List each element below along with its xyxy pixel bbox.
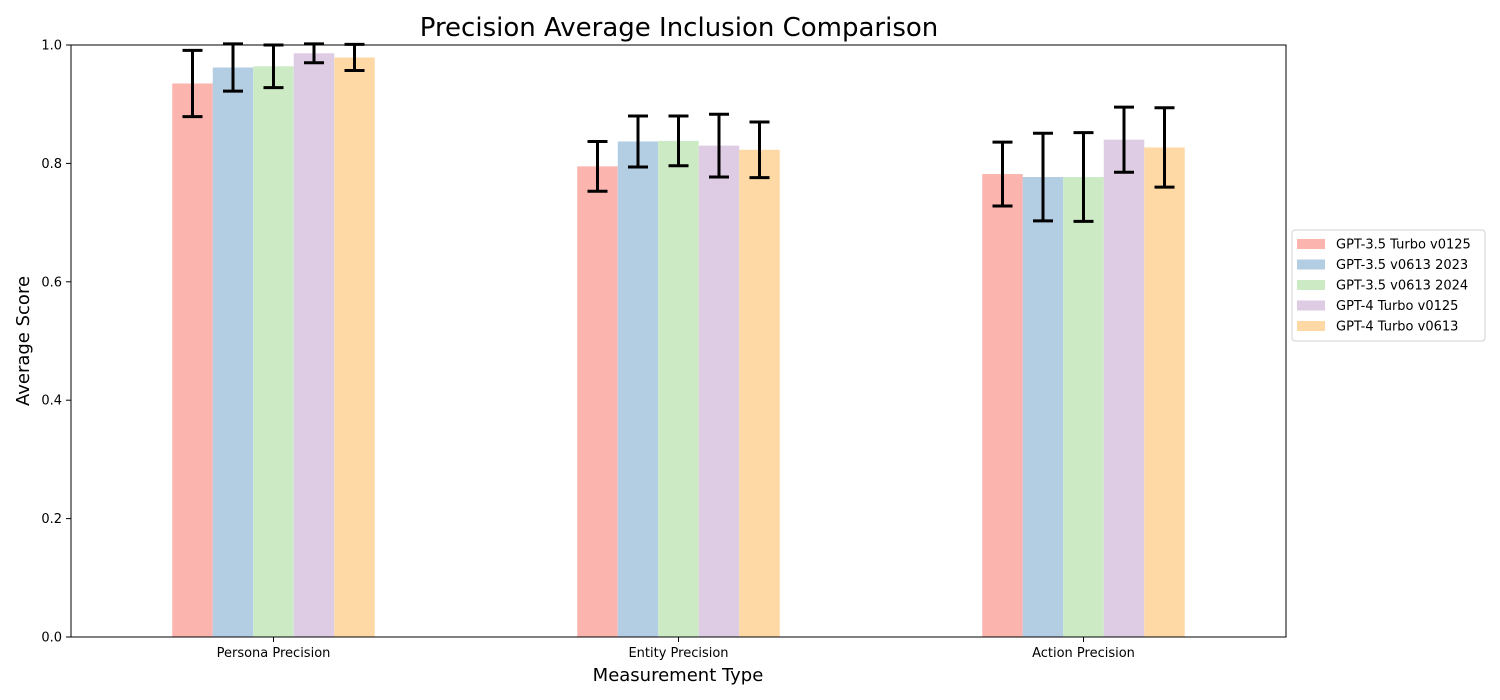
legend-swatch (1297, 259, 1325, 270)
y-tick-label: 0.2 (41, 512, 62, 527)
x-tick-label: Persona Precision (217, 646, 331, 661)
bar (334, 57, 375, 637)
y-tick-label: 0.0 (41, 631, 62, 646)
chart-title: Precision Average Inclusion Comparison (420, 13, 939, 43)
y-axis-label: Average Score (13, 276, 34, 406)
y-tick-label: 1.0 (41, 39, 62, 54)
bar (172, 83, 213, 638)
bar (739, 149, 780, 637)
x-axis-label: Measurement Type (593, 665, 764, 686)
bar (1144, 147, 1185, 637)
x-tick-label: Entity Precision (628, 646, 728, 661)
legend-label: GPT-4 Turbo v0125 (1336, 299, 1458, 314)
y-tick-label: 0.8 (41, 157, 62, 172)
bar (982, 174, 1023, 637)
legend-swatch (1297, 300, 1325, 311)
x-tick-label: Action Precision (1032, 646, 1135, 661)
bar (698, 145, 740, 637)
bar (577, 166, 618, 638)
legend: GPT-3.5 Turbo v0125 GPT-3.5 v0613 2023 GPT… (1291, 229, 1486, 342)
bar (212, 67, 254, 638)
legend-swatch (1297, 321, 1325, 331)
legend-label: GPT-3.5 v0613 2023 (1336, 258, 1468, 273)
bar (293, 53, 335, 637)
y-tick-label: 0.4 (41, 394, 62, 409)
legend-swatch (1297, 239, 1325, 249)
bar (1022, 177, 1064, 638)
legend-label: GPT-3.5 v0613 2024 (1336, 279, 1468, 294)
error-bars-layer (182, 42, 1175, 223)
x-axis: Persona Precision Entity Precision Action … (217, 637, 1135, 661)
legend-label: GPT-4 Turbo v0613 (1336, 320, 1458, 335)
bar (1063, 177, 1104, 638)
legend-swatch (1297, 280, 1325, 290)
bar (658, 140, 699, 638)
y-tick-label: 0.6 (41, 275, 62, 290)
bars-layer (172, 53, 1185, 638)
bar (1103, 139, 1145, 637)
bar (253, 66, 294, 637)
legend-label: GPT-3.5 Turbo v0125 (1336, 238, 1471, 253)
legend-box (1291, 229, 1486, 342)
bar (617, 141, 659, 637)
y-axis: 0.0 0.2 0.4 0.6 0.8 1.0 (41, 39, 71, 646)
